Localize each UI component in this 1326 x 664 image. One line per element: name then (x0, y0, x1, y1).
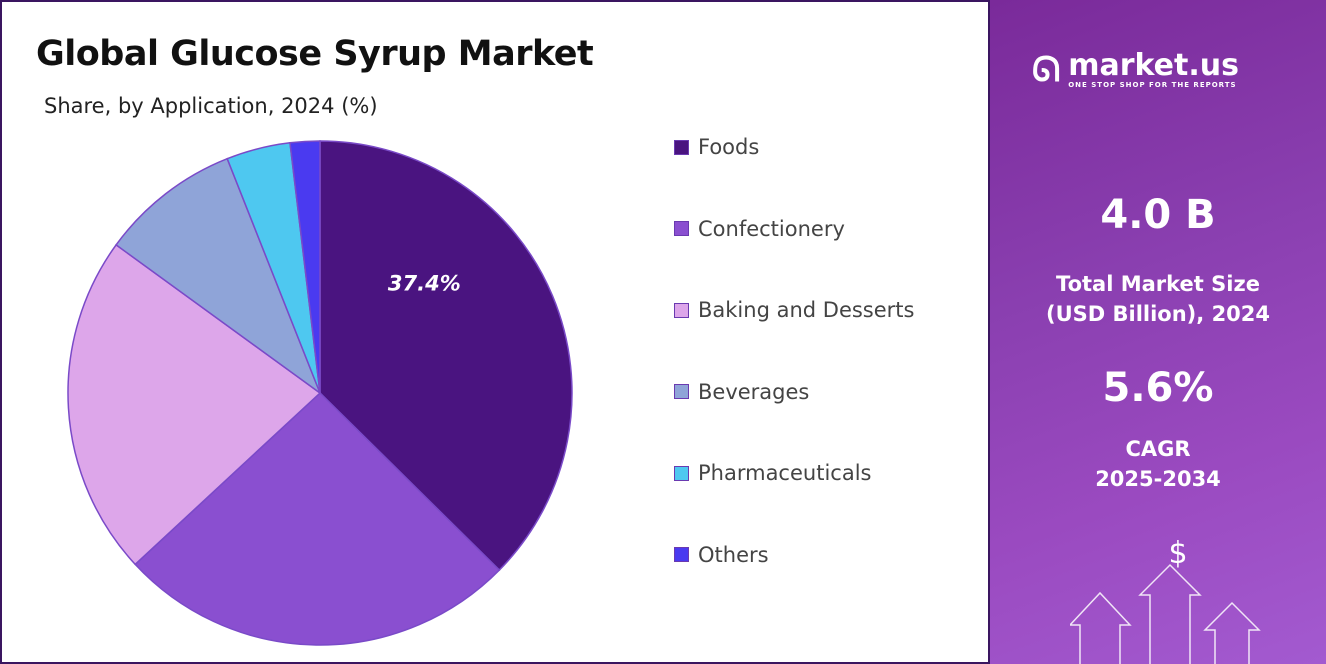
pie-slice-beverages (115, 157, 322, 396)
dollar-arrows-icon: $ (1070, 536, 1261, 664)
pie-chart: 37.4% (67, 140, 573, 646)
legend-swatch (674, 139, 689, 155)
legend-item: Others (674, 538, 769, 572)
svg-text:$: $ (1168, 536, 1187, 571)
legend-item: Beverages (674, 375, 809, 409)
market-size-value: 4.0 B (1100, 192, 1216, 238)
legend-label: Beverages (698, 379, 810, 404)
legend-label: Others (698, 542, 769, 567)
summary-panel: ᘏ market.us ONE STOP SHOP FOR THE REPORT… (990, 0, 1326, 664)
legend-item: Foods (674, 130, 759, 164)
market-size-label: Total Market Size (1056, 272, 1260, 296)
pie-slice-foods (319, 140, 573, 572)
legend-label: Baking and Desserts (698, 298, 915, 322)
pie-slice-confectionery (134, 391, 501, 646)
legend-label: Confectionery (698, 216, 845, 241)
logo-icon: ᘏ (1032, 50, 1061, 90)
market-size-unit: (USD Billion), 2024 (1045, 302, 1271, 326)
legend-swatch (674, 302, 689, 318)
market-us-logo: ᘏ market.us ONE STOP SHOP FOR THE REPORT… (1032, 50, 1239, 90)
legend-item: Baking and Desserts (674, 293, 914, 327)
legend-label: Foods (698, 135, 760, 159)
legend-item: Pharmaceuticals (674, 456, 871, 490)
legend-swatch (674, 384, 689, 399)
chart-subtitle: Share, by Application, 2024 (%) (44, 94, 378, 118)
cagr-label: CAGR (1125, 437, 1191, 461)
legend-swatch (674, 547, 689, 562)
logo-tagline: ONE STOP SHOP FOR THE REPORTS (1068, 81, 1237, 89)
pie-slice-others (289, 140, 321, 394)
legend-item: Confectionery (674, 212, 845, 246)
chart-title: Global Glucose Syrup Market (36, 34, 594, 74)
legend-label: Pharmaceuticals (698, 461, 872, 485)
legend-swatch (674, 465, 689, 481)
data-label: 37.4% (388, 272, 461, 296)
cagr-value: 5.6% (1102, 365, 1214, 411)
cagr-period: 2025-2034 (1095, 467, 1221, 491)
legend-swatch (674, 221, 689, 236)
logo-name: market.us (1068, 48, 1239, 83)
pie-slice-baking-and-desserts (67, 243, 322, 566)
